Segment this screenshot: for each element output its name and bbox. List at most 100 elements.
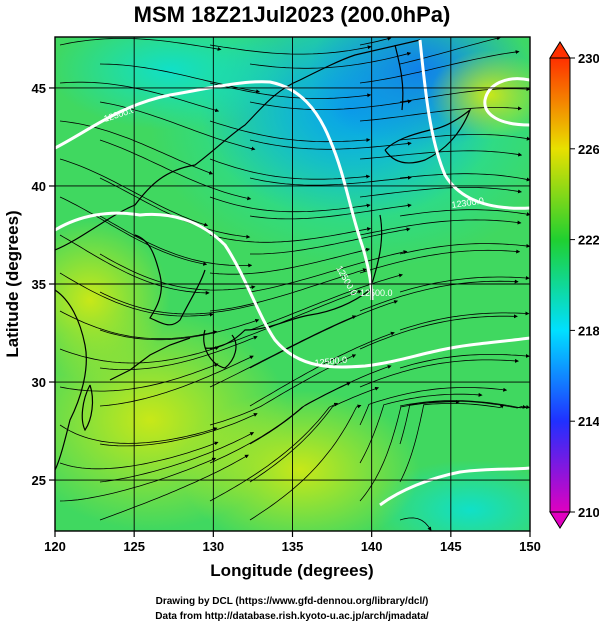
streamline bbox=[359, 249, 521, 274]
streamline bbox=[249, 273, 403, 331]
height-contours bbox=[55, 39, 530, 507]
streamline bbox=[249, 203, 412, 220]
streamline bbox=[359, 279, 519, 312]
x-tick-label: 130 bbox=[202, 539, 224, 554]
streamline bbox=[209, 196, 371, 213]
ryukyu-islands bbox=[109, 337, 191, 381]
streamline bbox=[359, 37, 392, 46]
contour-label: 12300.0 bbox=[451, 196, 485, 210]
x-tick-label: 150 bbox=[519, 539, 541, 554]
colorbar-tick-label: 214 bbox=[578, 414, 599, 429]
streamline bbox=[359, 387, 508, 426]
streamline bbox=[99, 63, 261, 94]
streamline bbox=[59, 81, 220, 113]
x-axis-label: Longitude (degrees) bbox=[210, 561, 373, 580]
colorbar-tick-label: 222 bbox=[578, 233, 599, 248]
contour-12500 bbox=[55, 211, 530, 369]
streamline bbox=[359, 50, 520, 84]
streamline bbox=[359, 399, 460, 502]
streamline bbox=[359, 150, 523, 160]
streamline bbox=[399, 87, 530, 103]
streamline bbox=[209, 382, 351, 464]
colorbar-tick-label: 230 bbox=[578, 51, 599, 66]
colorbar-tick-label: 210 bbox=[578, 505, 599, 520]
streamline bbox=[99, 413, 258, 447]
coastline-sakhalin bbox=[394, 44, 404, 111]
y-tick-label: 45 bbox=[32, 81, 46, 96]
colorbar-gradient bbox=[549, 57, 571, 513]
y-tick-label: 25 bbox=[32, 473, 46, 488]
streamline bbox=[99, 355, 254, 407]
contour-12300-east bbox=[418, 39, 530, 210]
streamline bbox=[399, 209, 530, 217]
colorbar-tick-label: 218 bbox=[578, 323, 599, 338]
y-axis-ticks: 25 30 35 40 45 bbox=[32, 81, 55, 488]
streamline bbox=[399, 311, 530, 331]
streamline bbox=[359, 358, 519, 388]
streamline bbox=[249, 404, 362, 521]
streamline bbox=[209, 268, 367, 312]
streamline bbox=[59, 363, 219, 392]
colorbar-tick-label: 226 bbox=[578, 142, 599, 157]
streamline bbox=[59, 441, 219, 470]
streamline bbox=[99, 454, 249, 521]
x-tick-label: 145 bbox=[440, 539, 462, 554]
streamline bbox=[399, 37, 501, 65]
streamline bbox=[399, 517, 432, 531]
streamline bbox=[250, 227, 411, 255]
plot-area: 12300.0 12300.0 12500.0 12500.0 12500.0 bbox=[55, 37, 530, 531]
x-tick-label: 140 bbox=[361, 539, 383, 554]
streamline bbox=[359, 187, 522, 198]
colorbar-top-triangle bbox=[549, 41, 571, 59]
streamline bbox=[209, 247, 371, 275]
streamline bbox=[399, 353, 530, 369]
streamline bbox=[249, 175, 412, 186]
streamline bbox=[209, 120, 371, 143]
streamline bbox=[99, 253, 256, 291]
streamline bbox=[399, 173, 530, 182]
streamline bbox=[99, 335, 258, 370]
streamline bbox=[359, 106, 522, 122]
streamline bbox=[59, 424, 218, 444]
coastline-kyushu bbox=[203, 329, 237, 369]
contour-12500-ne bbox=[483, 77, 530, 127]
y-tick-label: 30 bbox=[32, 375, 46, 390]
footer-drawing-credit: Drawing by DCL (https://www.gfd-dennou.o… bbox=[156, 596, 429, 607]
streamline bbox=[249, 99, 412, 110]
lat-lon-grid bbox=[55, 37, 530, 531]
colorbar-ticks: 210 214 218 222 226 230 bbox=[570, 51, 599, 520]
streamline bbox=[249, 250, 408, 293]
contour-12500-south bbox=[379, 466, 530, 507]
streamline bbox=[209, 82, 372, 99]
streamline bbox=[249, 386, 380, 483]
footer-data-source: Data from http://database.rish.kyoto-u.a… bbox=[155, 611, 429, 622]
contour-label: 12500.0 bbox=[314, 355, 347, 368]
coastline-honshu bbox=[204, 214, 383, 349]
streamline bbox=[59, 457, 217, 502]
streamline bbox=[59, 196, 208, 266]
streamline bbox=[359, 314, 518, 350]
streamline bbox=[209, 44, 372, 55]
coastline-asia bbox=[55, 39, 421, 251]
streamline bbox=[399, 403, 505, 483]
streamline bbox=[399, 134, 530, 141]
streamline bbox=[249, 139, 412, 150]
colorbar-bottom-triangle bbox=[549, 511, 571, 529]
coastline-hokkaido bbox=[384, 108, 472, 164]
streamline bbox=[99, 432, 255, 483]
streamline bbox=[59, 120, 214, 175]
coastline-korea bbox=[134, 234, 206, 326]
streamline bbox=[99, 291, 259, 315]
x-tick-label: 135 bbox=[282, 539, 304, 554]
streamline bbox=[99, 318, 260, 341]
streamline bbox=[399, 275, 530, 293]
streamline bbox=[209, 315, 357, 388]
streamline bbox=[59, 234, 210, 295]
map-title: MSM 18Z21Jul2023 (200.0hPa) bbox=[134, 2, 451, 27]
streamline bbox=[59, 310, 218, 340]
contour-12300 bbox=[55, 80, 374, 301]
streamline bbox=[249, 51, 412, 69]
y-tick-label: 40 bbox=[32, 179, 46, 194]
streamline bbox=[99, 139, 252, 201]
